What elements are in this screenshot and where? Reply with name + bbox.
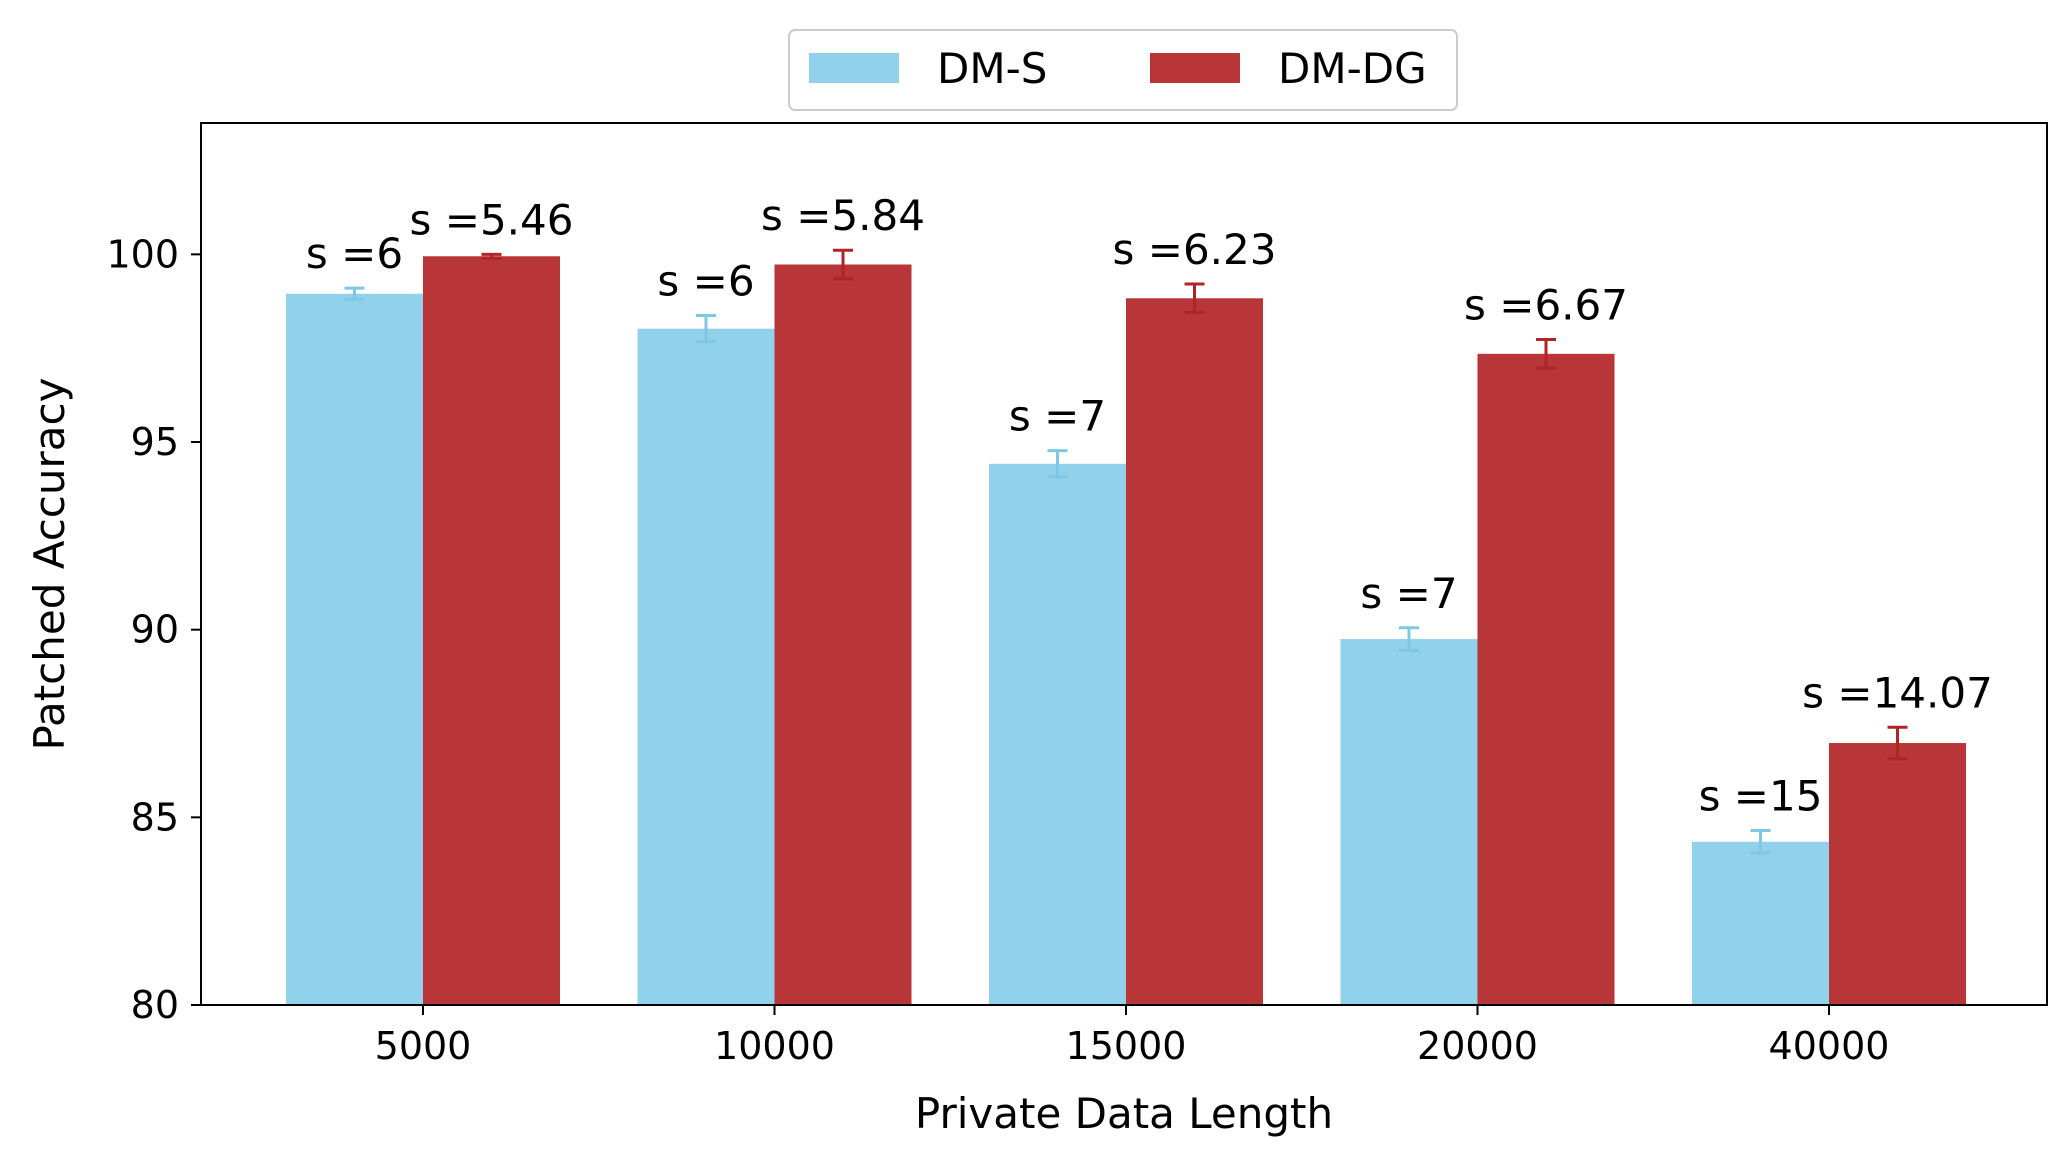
legend: DM-S DM-DG	[788, 29, 1458, 111]
x-tick-label: 15000	[1066, 1024, 1187, 1068]
x-tick-label: 40000	[1769, 1024, 1890, 1068]
error-bar-dm-s-10000	[696, 314, 716, 344]
bar-label-dm-s-5000: s =6	[306, 229, 403, 278]
bar-label-dm-s-20000: s =7	[1360, 569, 1457, 618]
bar-dm-dg-15000	[1126, 298, 1263, 1005]
bar-label-dm-dg-20000: s =6.67	[1464, 281, 1628, 330]
bar-dm-s-40000	[1692, 841, 1829, 1005]
y-axis-title: Patched Accuracy	[25, 378, 74, 751]
bar-label-dm-s-40000: s =15	[1699, 771, 1823, 820]
plot-frame	[200, 122, 2048, 1006]
bar-dm-s-15000	[989, 463, 1126, 1005]
bar-labels-layer: s =6s =5.46s =6s =5.84s =7s =6.23s =7s =…	[306, 191, 1993, 820]
bar-label-dm-s-15000: s =7	[1009, 392, 1106, 441]
errorbars-layer	[344, 248, 1908, 855]
bar-dm-dg-20000	[1477, 353, 1615, 1005]
bar-label-dm-dg-15000: s =6.23	[1113, 225, 1277, 274]
legend-label-dm-dg: DM-DG	[1278, 44, 1427, 93]
error-bar-dm-dg-15000	[1184, 282, 1205, 315]
x-tick-label: 5000	[375, 1024, 472, 1068]
bar-dm-s-5000	[286, 293, 423, 1005]
y-tick-label: 100	[106, 232, 179, 276]
x-tick-label: 20000	[1417, 1024, 1538, 1068]
y-tick-label: 80	[131, 983, 179, 1027]
bar-label-dm-s-10000: s =6	[657, 257, 754, 306]
error-bar-dm-s-15000	[1047, 449, 1068, 479]
bar-label-dm-dg-5000: s =5.46	[410, 195, 574, 244]
bar-label-dm-dg-10000: s =5.84	[761, 191, 925, 240]
y-axis: 80 85 90 95 100	[106, 232, 201, 1027]
error-bar-dm-s-5000	[344, 286, 365, 301]
x-axis: 5000 10000 15000 20000 40000	[375, 1005, 1890, 1068]
legend-frame	[788, 29, 1458, 111]
y-tick-label: 85	[131, 795, 179, 839]
y-tick-label: 90	[131, 608, 179, 652]
legend-swatch-dm-s	[809, 53, 899, 83]
error-bar-dm-dg-40000	[1887, 725, 1908, 761]
bar-dm-dg-5000	[423, 256, 560, 1006]
y-tick-label: 95	[131, 420, 179, 464]
bar-label-dm-dg-40000: s =14.07	[1802, 668, 1993, 717]
error-bar-dm-s-20000	[1399, 626, 1419, 652]
bar-dm-dg-10000	[774, 264, 912, 1005]
x-axis-title: Private Data Length	[915, 1089, 1333, 1138]
error-bar-dm-dg-5000	[481, 252, 502, 260]
bar-dm-dg-40000	[1829, 743, 1966, 1005]
error-bar-dm-dg-20000	[1536, 338, 1556, 370]
error-bar-dm-s-40000	[1750, 828, 1771, 855]
legend-label-dm-s: DM-S	[937, 44, 1047, 93]
bar-dm-s-10000	[637, 328, 775, 1005]
legend-swatch-dm-dg	[1150, 53, 1240, 83]
bar-dm-s-20000	[1340, 639, 1478, 1005]
x-tick-label: 10000	[714, 1024, 835, 1068]
bars-layer	[286, 256, 1966, 1006]
error-bar-dm-dg-10000	[833, 248, 853, 281]
